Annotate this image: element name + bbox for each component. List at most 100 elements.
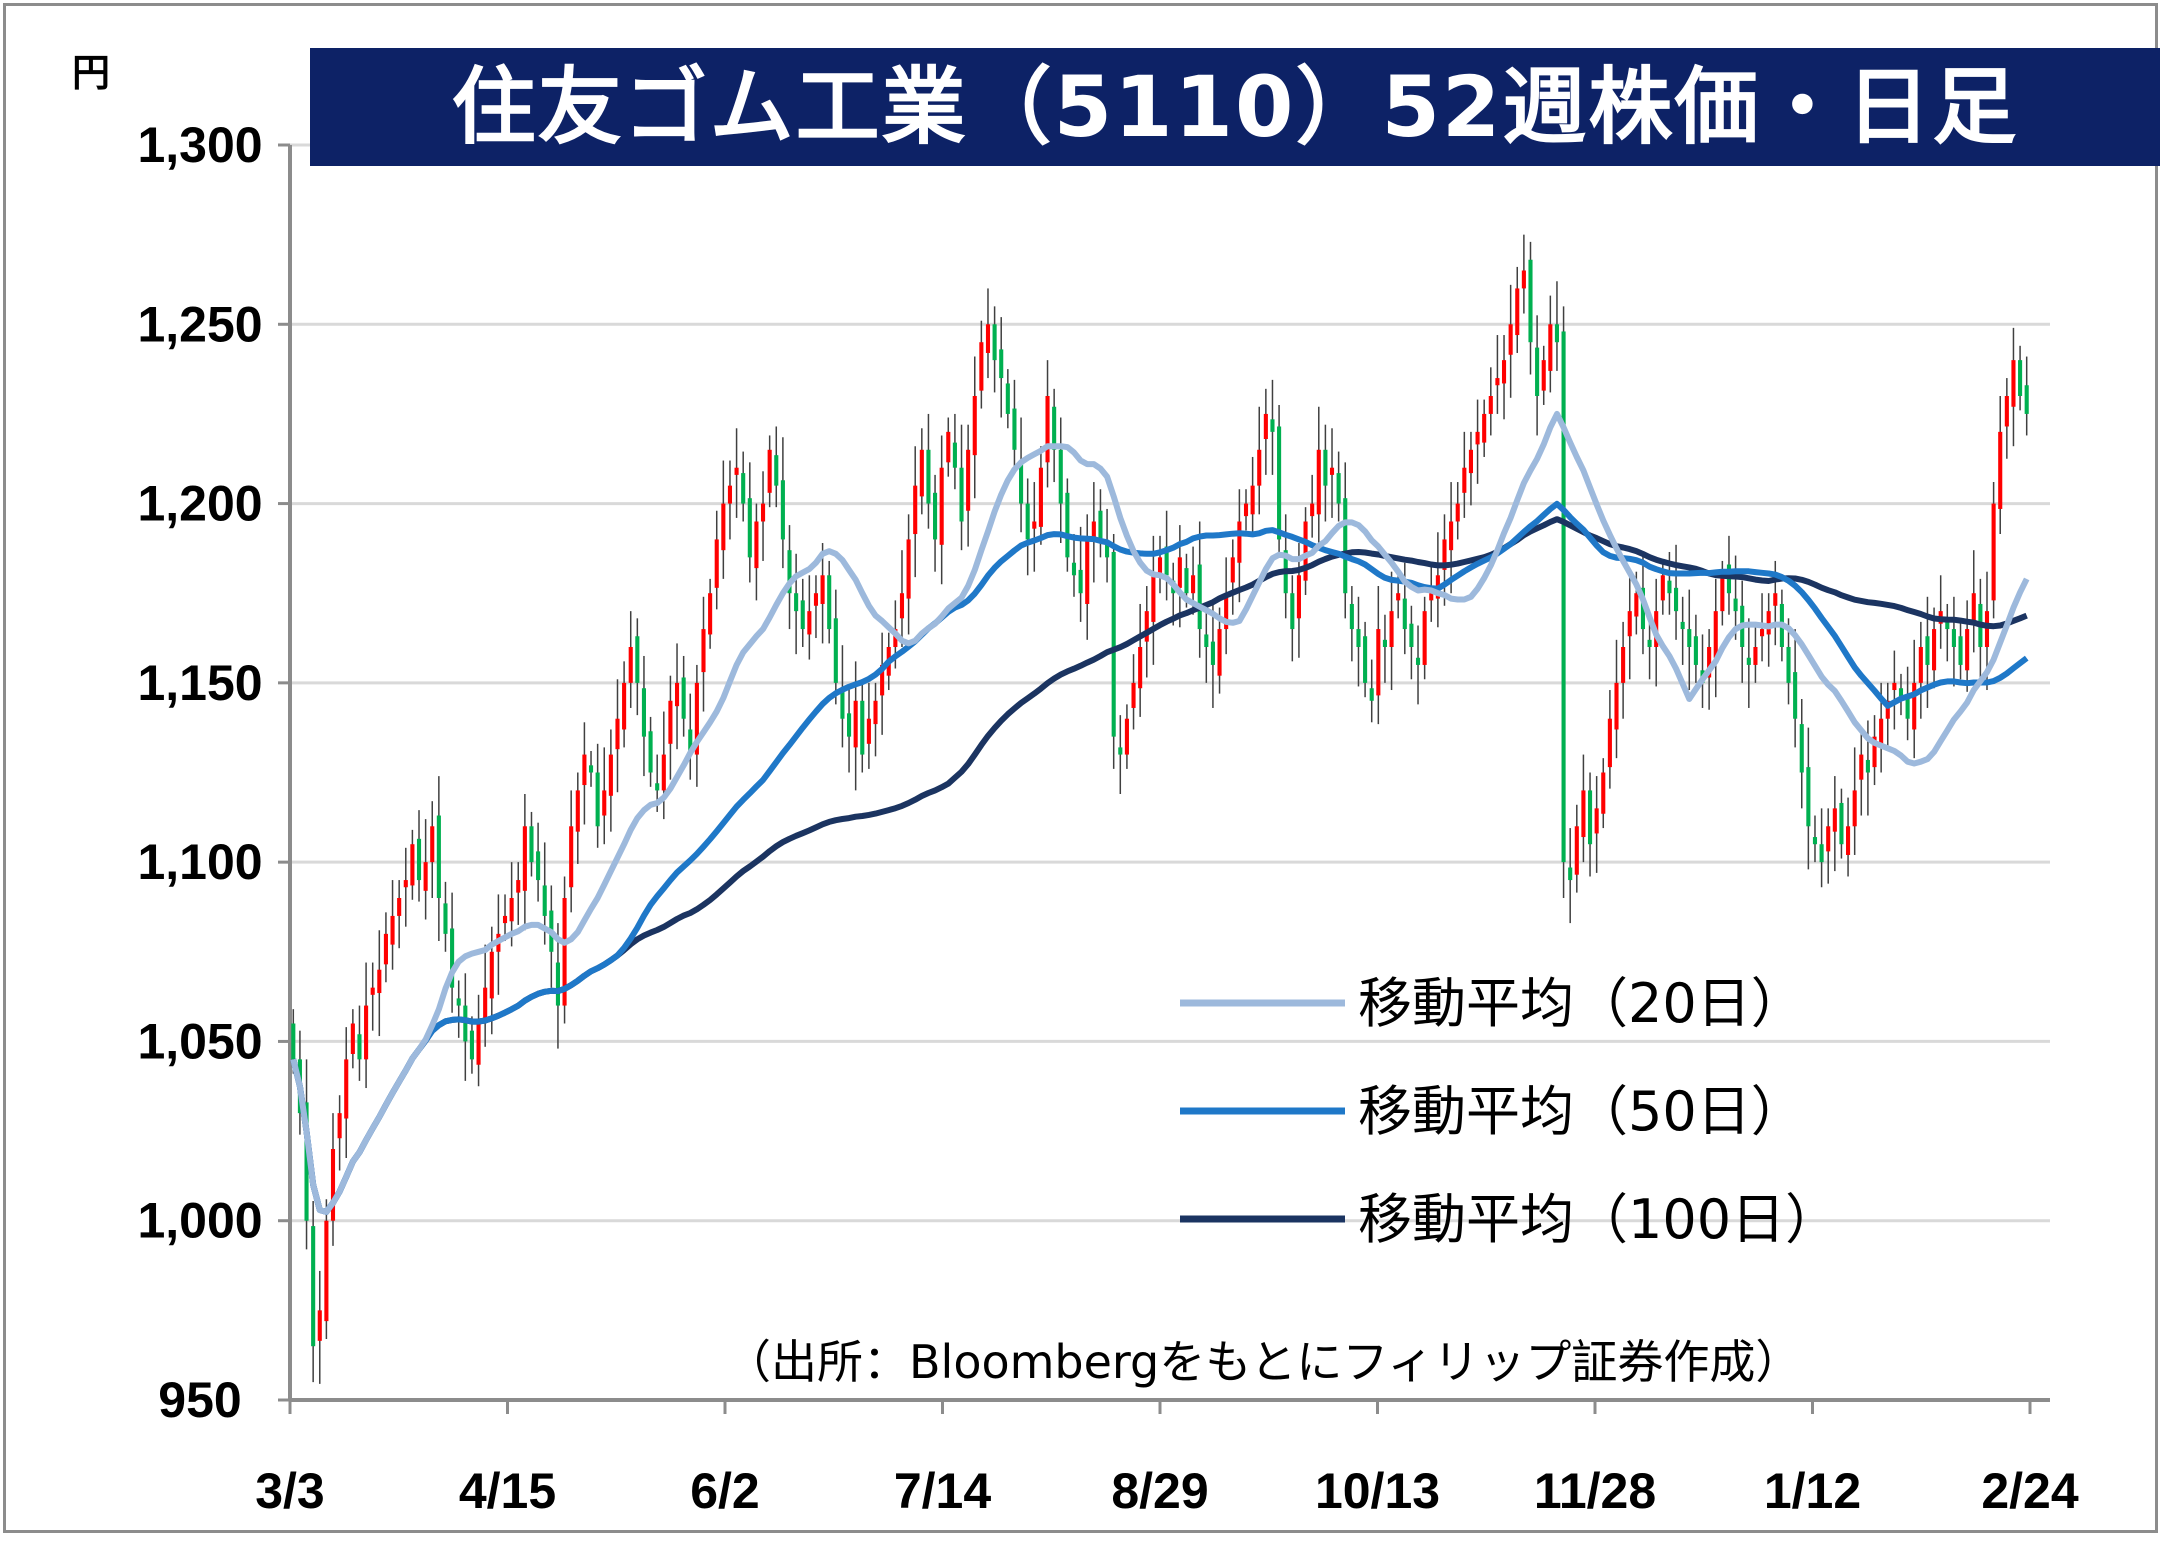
candle-body — [529, 826, 534, 863]
candle-body — [1951, 629, 1956, 647]
candle-body — [1310, 503, 1315, 517]
candle-body — [846, 713, 852, 737]
candle-body — [1071, 562, 1077, 576]
candle-body — [588, 765, 594, 773]
candle-body — [1865, 759, 1870, 773]
candle-body — [1369, 688, 1374, 701]
candle-body — [569, 826, 574, 888]
candle-body — [1581, 790, 1586, 838]
candle-body — [2024, 385, 2029, 414]
candle-body — [1098, 510, 1103, 540]
candle-body — [1673, 587, 1679, 612]
candle-body — [2018, 360, 2023, 396]
candle-body — [410, 844, 415, 886]
candle-body — [1210, 641, 1215, 665]
y-tick-label: 1,200 — [137, 476, 262, 532]
candle-body — [1713, 611, 1718, 658]
candle-body — [1627, 611, 1632, 637]
y-tick-label: 1,100 — [137, 834, 262, 890]
x-tick-label: 2/24 — [1981, 1463, 2079, 1519]
candle-body — [1587, 790, 1593, 845]
x-tick-label: 6/2 — [690, 1463, 760, 1519]
candle-body — [1078, 569, 1083, 594]
candle-body — [933, 492, 938, 540]
candle-body — [1124, 718, 1129, 755]
candle-body — [1038, 467, 1043, 527]
candle-body — [555, 962, 560, 1006]
candle-body — [1773, 593, 1778, 606]
candle-body — [1832, 808, 1837, 832]
y-tick-label: 1,050 — [137, 1013, 262, 1069]
candle-body — [1349, 603, 1354, 630]
candle-body — [959, 467, 964, 522]
candle-body — [1614, 682, 1619, 730]
candle-body — [509, 898, 514, 922]
candle-body — [615, 718, 620, 750]
candle-body — [1826, 826, 1831, 852]
candle-body — [1872, 736, 1877, 768]
candle-body — [1197, 564, 1202, 630]
candle-body — [344, 1059, 349, 1119]
candle-body — [734, 467, 739, 475]
candle-body — [1224, 593, 1229, 630]
candle-body — [1621, 647, 1626, 683]
candle-body — [880, 664, 885, 696]
candle-body — [602, 790, 607, 816]
legend: 移動平均（20日） 移動平均（50日） 移動平均（100日） — [1180, 972, 1839, 1251]
candle-body — [1415, 657, 1421, 665]
candle-body — [1237, 521, 1242, 563]
candle-body — [1468, 449, 1474, 474]
candle-body — [1852, 790, 1857, 827]
candle-body — [760, 503, 766, 522]
candle-body — [1065, 492, 1070, 558]
candle-body — [1409, 623, 1414, 647]
candle-body — [311, 1226, 316, 1347]
candle-body — [1733, 598, 1738, 612]
x-tick-label: 8/29 — [1111, 1463, 1208, 1519]
candle-body — [1918, 647, 1923, 683]
candle-body — [1554, 324, 1560, 343]
candle-body — [370, 987, 375, 995]
candle-body — [913, 485, 918, 535]
candle-body — [1329, 467, 1335, 475]
candle-body — [641, 688, 647, 737]
grid-lines — [290, 143, 2050, 1223]
candle-body — [1131, 682, 1136, 708]
candle-body — [992, 324, 997, 361]
candle-body — [1157, 557, 1163, 576]
candle-body — [714, 539, 719, 588]
candle-body — [1693, 636, 1698, 665]
candle-body — [1230, 557, 1235, 583]
candle-body — [840, 688, 845, 719]
candle-body — [357, 1034, 362, 1060]
candle-body — [416, 838, 422, 881]
candle-body — [1892, 682, 1897, 691]
candle-body — [873, 700, 878, 725]
candle-body — [1303, 521, 1308, 581]
candle-body — [1594, 808, 1599, 834]
candle-body — [1806, 767, 1811, 827]
source-note: （出所：Bloombergをもとにフィリップ証券作成） — [725, 1335, 1801, 1389]
candle-body — [1402, 598, 1407, 630]
candle-body — [1019, 460, 1024, 504]
candle-body — [1085, 539, 1090, 604]
candle-body — [1541, 360, 1546, 391]
candle-body — [1012, 408, 1017, 450]
candle-body — [1488, 396, 1493, 414]
candle-body — [1217, 629, 1222, 676]
candle-body — [1389, 611, 1394, 647]
candle-body — [1449, 521, 1454, 551]
candle-body — [780, 480, 785, 540]
candle-body — [622, 682, 627, 730]
x-tick-label: 10/13 — [1315, 1463, 1440, 1519]
y-unit-label: 円 — [72, 51, 110, 95]
candle-body — [1442, 539, 1447, 570]
x-tick-label: 11/28 — [1534, 1463, 1656, 1519]
candle-body — [542, 885, 547, 916]
candle-body — [1184, 568, 1189, 594]
candle-body — [575, 790, 580, 832]
candle-body — [1760, 629, 1765, 637]
candle-body — [807, 611, 812, 635]
candle-body — [893, 629, 898, 647]
